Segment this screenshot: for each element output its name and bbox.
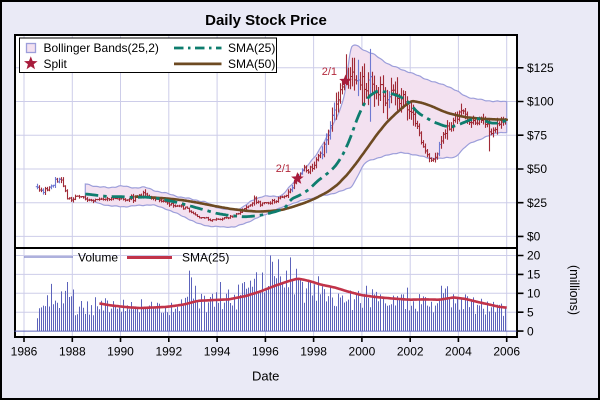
- svg-text:(millions): (millions): [567, 265, 581, 315]
- svg-text:1998: 1998: [300, 345, 327, 359]
- svg-text:5: 5: [527, 305, 534, 319]
- svg-text:$75: $75: [527, 128, 547, 142]
- svg-text:2/1: 2/1: [322, 66, 337, 78]
- svg-text:20: 20: [527, 249, 541, 263]
- svg-text:15: 15: [527, 268, 541, 282]
- svg-text:$50: $50: [527, 162, 547, 176]
- svg-text:10: 10: [527, 287, 541, 301]
- svg-text:1990: 1990: [107, 345, 134, 359]
- svg-text:Date: Date: [252, 369, 279, 384]
- svg-text:2006: 2006: [493, 345, 520, 359]
- svg-text:2/1: 2/1: [276, 163, 291, 175]
- svg-text:$25: $25: [527, 196, 547, 210]
- svg-text:Split: Split: [44, 57, 68, 71]
- svg-text:Daily Stock Price: Daily Stock Price: [205, 12, 327, 29]
- svg-text:0: 0: [527, 324, 534, 338]
- svg-text:1996: 1996: [252, 345, 279, 359]
- svg-text:2000: 2000: [349, 345, 376, 359]
- svg-text:1992: 1992: [155, 345, 182, 359]
- svg-text:$125: $125: [527, 61, 554, 75]
- svg-text:Volume: Volume: [78, 251, 118, 265]
- svg-text:1988: 1988: [59, 345, 86, 359]
- svg-text:$100: $100: [527, 95, 554, 109]
- svg-text:Bollinger Bands(25,2): Bollinger Bands(25,2): [44, 41, 159, 55]
- svg-text:1994: 1994: [204, 345, 231, 359]
- svg-text:SMA(50): SMA(50): [228, 57, 275, 71]
- svg-text:2002: 2002: [397, 345, 424, 359]
- svg-text:2004: 2004: [445, 345, 472, 359]
- svg-text:SMA(25): SMA(25): [228, 41, 275, 55]
- svg-text:SMA(25): SMA(25): [182, 251, 229, 265]
- svg-text:$0: $0: [527, 230, 541, 244]
- svg-text:1986: 1986: [11, 345, 38, 359]
